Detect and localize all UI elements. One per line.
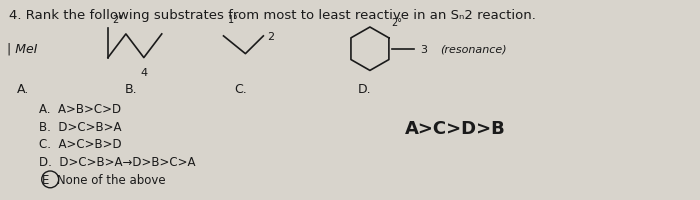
Text: 2°: 2° xyxy=(391,18,402,28)
Text: 2: 2 xyxy=(267,32,274,42)
Text: | MeI: | MeI xyxy=(8,42,38,55)
Text: D.  D>C>B>A→D>B>C>A: D. D>C>B>A→D>B>C>A xyxy=(39,155,196,168)
Text: 4: 4 xyxy=(140,68,148,78)
Text: A.  A>B>C>D: A. A>B>C>D xyxy=(39,102,121,115)
Text: 2°: 2° xyxy=(113,15,123,25)
Text: 1°: 1° xyxy=(228,15,239,25)
Text: C.  A>C>B>D: C. A>C>B>D xyxy=(39,138,122,151)
Text: B.  D>C>B>A: B. D>C>B>A xyxy=(39,120,122,133)
Text: (resonance): (resonance) xyxy=(440,44,506,54)
Text: B.: B. xyxy=(125,82,137,95)
Text: 3: 3 xyxy=(420,44,427,54)
Text: A.: A. xyxy=(18,82,29,95)
Text: 4. Rank the following substrates from most to least reactive in an Sₙ2 reaction.: 4. Rank the following substrates from mo… xyxy=(9,9,536,22)
Text: C.: C. xyxy=(234,82,247,95)
Text: D.: D. xyxy=(358,82,372,95)
Text: A>C>D>B: A>C>D>B xyxy=(405,119,505,137)
Text: E  None of the above: E None of the above xyxy=(42,173,166,186)
